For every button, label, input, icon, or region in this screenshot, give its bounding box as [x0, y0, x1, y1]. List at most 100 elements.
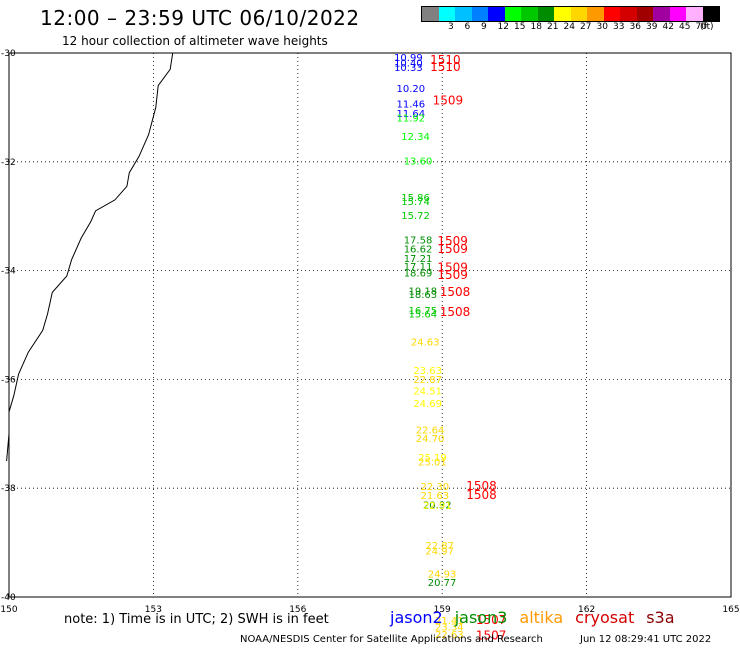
pass-number-label: 1508 — [440, 285, 471, 299]
satellite-legend-item: altika — [519, 608, 564, 627]
wave-height-value: 24.63 — [411, 338, 440, 349]
legend-swatch — [554, 7, 571, 21]
generated-timestamp: Jun 12 08:29:41 UTC 2022 — [580, 634, 712, 645]
wave-height-value: 16.75 — [409, 306, 438, 317]
legend-swatch — [653, 7, 670, 21]
legend-swatch — [537, 7, 554, 21]
pass-number-label: 1507 — [476, 613, 507, 627]
satellite-legend-item: cryosat — [575, 608, 635, 627]
legend-tick-label: 45 — [679, 22, 691, 32]
wave-height-value: 21.63 — [421, 491, 450, 502]
pass-number-label: 1508 — [440, 305, 471, 319]
wave-height-value: 24.51 — [413, 387, 442, 398]
legend-tick-label: 27 — [580, 22, 592, 32]
wave-height-value: 10.99 — [394, 53, 423, 64]
map-title: 12:00 – 23:59 UTC 06/10/2022 — [40, 6, 360, 30]
legend-swatch — [686, 7, 703, 21]
legend-tick-label: 21 — [547, 22, 559, 32]
map-subtitle: 12 hour collection of altimeter wave hei… — [62, 34, 328, 48]
legend-tick-label: 24 — [563, 22, 575, 32]
wave-height-value: 22.30 — [421, 482, 450, 493]
wave-height-value: 24.70 — [416, 434, 445, 445]
legend-tick-label: 12 — [497, 22, 509, 32]
wave-height-value: 10.20 — [396, 84, 425, 95]
wave-height-value: 21.41 — [435, 616, 464, 627]
longitude-tick-label: 153 — [145, 605, 162, 615]
wave-height-value: 11.46 — [396, 99, 425, 110]
wave-height-value: 13.60 — [404, 157, 433, 168]
legend-swatch — [438, 7, 455, 21]
wave-height-value: 18.69 — [404, 269, 433, 280]
pass-number-label: 1509 — [437, 268, 468, 282]
wave-height-value: 19.18 — [409, 287, 438, 298]
wave-height-value: 24.69 — [413, 399, 442, 410]
longitude-tick-label: 162 — [578, 605, 595, 615]
wave-height-value: 17.11 — [404, 262, 433, 273]
wave-height-value: 22.87 — [413, 375, 442, 386]
wave-height-value: 22.87 — [425, 541, 454, 552]
wave-height-value: 23.63 — [413, 366, 442, 377]
pass-number-label: 1510 — [430, 53, 461, 67]
wave-height-value: 16.62 — [404, 245, 433, 256]
pass-number-label: 1510 — [430, 60, 461, 74]
satellite-legend-item: s3a — [646, 608, 675, 627]
legend-swatch — [587, 7, 604, 21]
latitude-tick-label: -30 — [1, 49, 16, 59]
wave-height-value: 10.33 — [394, 63, 423, 74]
wave-height-value: 15.74 — [401, 197, 430, 208]
coastline — [6, 52, 174, 462]
wave-height-value: 25.19 — [418, 453, 447, 464]
pass-number-label: 1508 — [466, 479, 497, 493]
latitude-tick-label: -38 — [1, 484, 16, 494]
legend-tick-label: 6 — [464, 22, 471, 32]
wave-height-value: 11.92 — [396, 114, 425, 125]
satellite-legend-item: jason3 — [454, 608, 508, 627]
legend-swatch — [702, 7, 719, 21]
pass-number-label: 1509 — [437, 242, 468, 256]
wave-height-value: 24.97 — [425, 547, 454, 558]
wave-height-value: 22.63 — [435, 630, 464, 641]
legend-tick-label: 3 — [448, 22, 454, 32]
wave-height-value: 15.64 — [409, 309, 438, 320]
wave-height-value: 15.72 — [401, 211, 430, 222]
legend-swatch — [488, 7, 505, 21]
legend-tick-label: 39 — [646, 22, 658, 32]
wave-height-value: 17.58 — [404, 235, 433, 246]
longitude-tick-label: 150 — [0, 605, 17, 615]
longitude-tick-label: 159 — [434, 605, 451, 615]
wave-height-value: 10.40 — [394, 59, 423, 70]
legend-swatch — [455, 7, 472, 21]
pass-number-label: 1508 — [466, 488, 497, 502]
legend-swatch — [636, 7, 653, 21]
latitude-tick-label: -36 — [1, 375, 16, 385]
latitude-tick-label: -40 — [1, 593, 16, 603]
legend-tick-label: 42 — [662, 22, 674, 32]
legend-swatch — [504, 7, 521, 21]
pass-number-label: 1507 — [476, 628, 507, 642]
legend-tick-label: 15 — [514, 22, 526, 32]
satellite-legend: jason2 jason3 altika cryosat s3a — [390, 608, 687, 627]
latitude-tick-label: -34 — [1, 267, 16, 277]
legend-swatch — [521, 7, 538, 21]
legend-swatch — [620, 7, 637, 21]
wave-height-value: 12.34 — [401, 132, 430, 143]
wave-height-value: 23.34 — [435, 623, 464, 634]
color-scale-labels: 3 6 9 12 15 18 21 24 27 30 33 36 39 42 45 70 (ft) — [421, 22, 740, 36]
latitude-tick-label: -32 — [1, 158, 16, 168]
wave-height-value: 22.91 — [423, 501, 452, 512]
pass-number-label: 1509 — [433, 94, 464, 108]
legend-swatch — [471, 7, 488, 21]
legend-swatch — [603, 7, 620, 21]
pass-number-label: 1509 — [437, 261, 468, 275]
longitude-tick-label: 156 — [289, 605, 306, 615]
wave-height-value: 20.32 — [423, 500, 452, 511]
longitude-tick-label: 165 — [722, 605, 739, 615]
wave-height-value: 17.21 — [404, 254, 433, 265]
legend-unit: (ft) — [700, 22, 714, 32]
wave-height-value: 25.01 — [418, 457, 447, 468]
wave-height-value: 22.64 — [416, 425, 445, 436]
legend-tick-label: 30 — [596, 22, 608, 32]
legend-swatch — [570, 7, 587, 21]
legend-swatch — [422, 7, 439, 21]
